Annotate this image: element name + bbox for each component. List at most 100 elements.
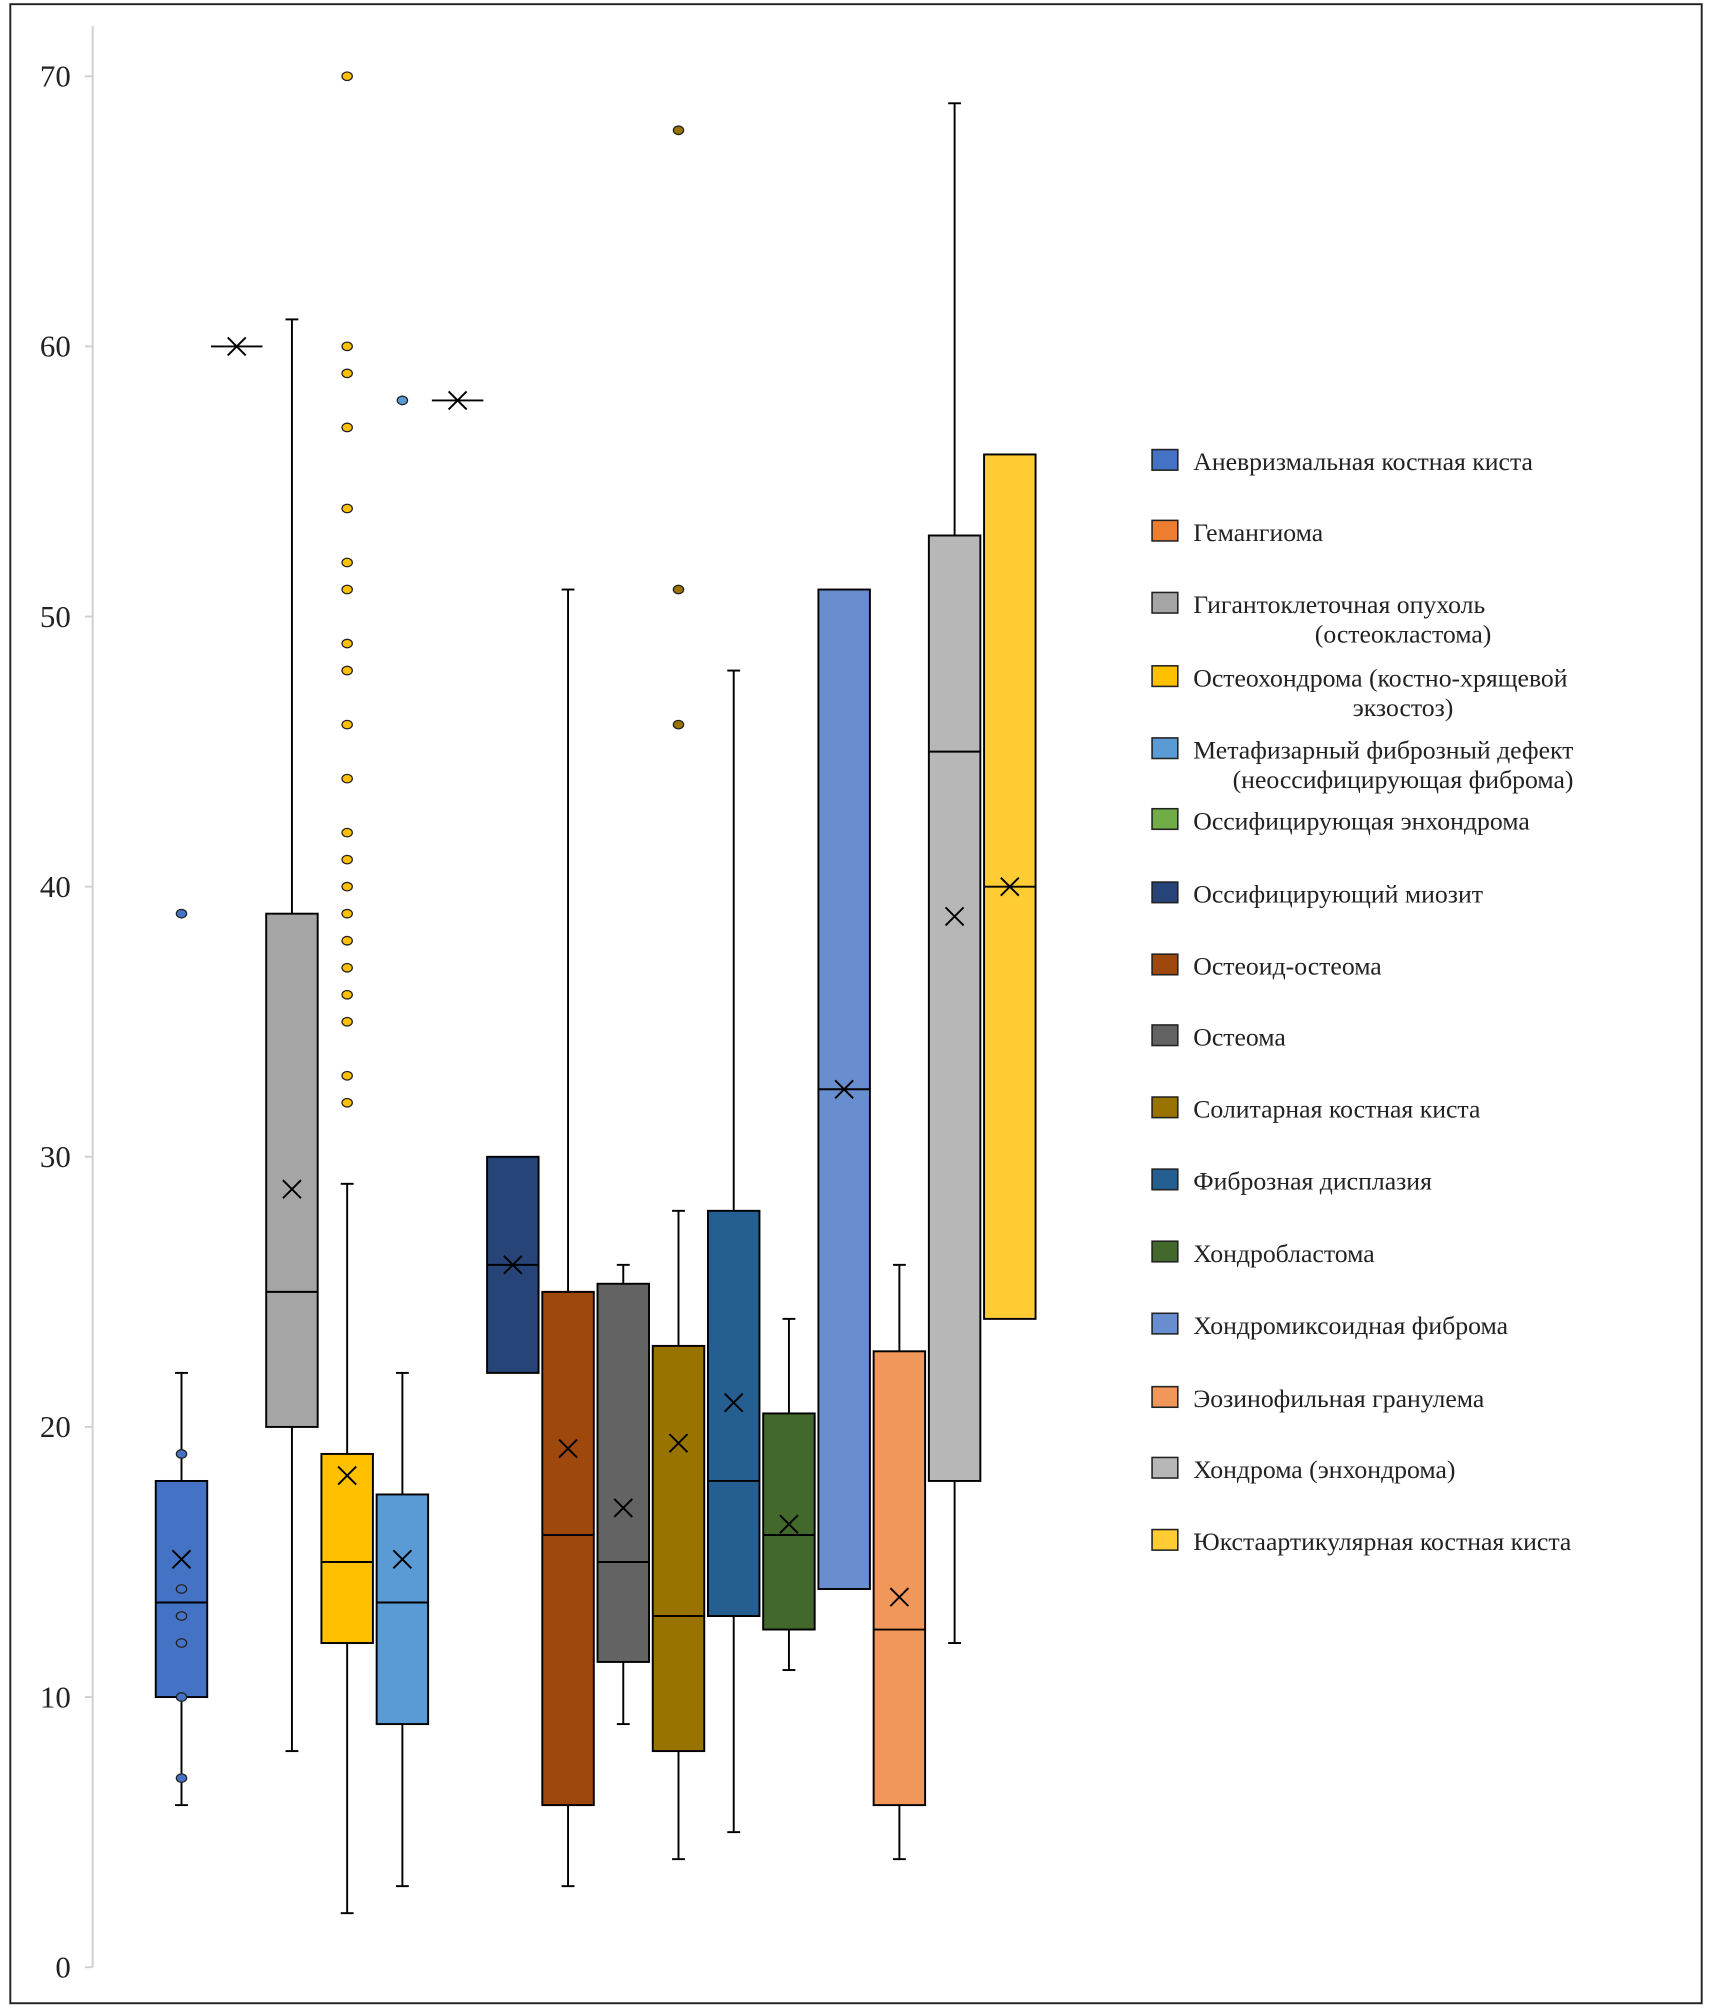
outlier-point — [341, 908, 353, 919]
outlier-point — [341, 503, 353, 514]
legend-item: Остеома — [1151, 1023, 1286, 1052]
outlier-point — [175, 1611, 188, 1621]
box-series — [707, 669, 761, 1834]
legend-swatch — [1151, 1168, 1179, 1191]
mean-marker — [613, 1498, 633, 1518]
mean-marker — [668, 1433, 689, 1453]
outlier-point — [341, 827, 353, 838]
mean-marker — [944, 906, 965, 927]
outlier-point — [341, 584, 353, 595]
outlier-point — [341, 422, 353, 433]
box-series — [154, 908, 209, 1807]
legend-swatch — [1151, 1096, 1179, 1119]
box-series — [927, 102, 982, 1645]
y-tick-label: 70 — [40, 59, 71, 94]
legend-label: (неоссифицирующая фиброма) — [1233, 765, 1574, 794]
outlier-point — [175, 1449, 188, 1459]
legend-item: Оссифицирующий миозит — [1151, 880, 1483, 909]
legend-label: Фиброзная дисплазия — [1193, 1167, 1432, 1196]
legend-label: Остеоид-остеома — [1193, 952, 1382, 981]
legend-label: Оссифицирующая энхондрома — [1193, 806, 1530, 835]
outlier-point — [341, 368, 353, 379]
y-tick-label: 40 — [40, 869, 71, 904]
box-series — [486, 1155, 540, 1374]
legend-label: Оссифицирующий миозит — [1193, 880, 1483, 909]
box-series — [210, 336, 263, 357]
legend-swatch — [1151, 665, 1179, 688]
legend-label: Гигантоклеточная опухоль — [1193, 590, 1485, 619]
legend-label: Аневризмальная костная киста — [1193, 447, 1533, 476]
outlier-point — [175, 1692, 188, 1702]
outlier-point — [341, 341, 353, 352]
legend: Аневризмальная костная киста Гемангиома Ги… — [1151, 447, 1574, 1556]
legend-item: Гигантоклеточная опухоль(остеокластома) — [1151, 590, 1492, 649]
legend-label: Солитарная костная киста — [1193, 1095, 1481, 1124]
box-iqr — [927, 534, 982, 1482]
y-tick-label: 0 — [55, 1949, 70, 1984]
outlier-point — [341, 989, 353, 1000]
legend-item: Метафизарный фиброзный дефект(неоссифици… — [1151, 735, 1574, 794]
outlier-point — [341, 854, 353, 865]
legend-swatch — [1151, 1312, 1179, 1335]
legend-swatch — [1151, 881, 1179, 904]
legend-item: Эозинофильная гранулема — [1151, 1384, 1485, 1413]
outlier-point — [396, 395, 409, 406]
legend-item: Остеоид-остеома — [1151, 952, 1382, 981]
outlier-point — [175, 1638, 188, 1648]
mean-marker — [227, 336, 247, 357]
mean-marker — [282, 1179, 302, 1199]
box-series — [265, 318, 319, 1753]
legend-swatch — [1151, 1024, 1179, 1047]
box-series — [651, 125, 706, 1861]
legend-label: Хондромиксоидная фиброма — [1193, 1311, 1508, 1340]
legend-label: Эозинофильная гранулема — [1193, 1384, 1485, 1413]
legend-item: Хондробластома — [1151, 1239, 1375, 1268]
outlier-point — [672, 719, 685, 730]
outlier-point — [341, 1097, 353, 1108]
legend-label: Остеома — [1193, 1023, 1286, 1052]
outlier-point — [341, 71, 353, 82]
legend-label: Юкстаартикулярная костная киста — [1193, 1527, 1572, 1556]
outlier-point — [341, 665, 353, 676]
legend-swatch — [1151, 953, 1179, 976]
box-series — [872, 1263, 927, 1861]
box-series — [762, 1317, 816, 1672]
mean-marker — [779, 1514, 799, 1534]
y-tick-label: 20 — [40, 1409, 71, 1444]
outlier-point — [175, 1773, 188, 1783]
legend-label: Хондробластома — [1193, 1239, 1375, 1268]
outlier-point — [341, 935, 353, 946]
mean-marker — [558, 1438, 578, 1459]
legend-swatch — [1151, 737, 1179, 760]
outlier-point — [672, 125, 685, 136]
box-iqr — [707, 1209, 761, 1617]
box-iqr — [265, 912, 319, 1428]
box-series — [983, 453, 1037, 1320]
y-tick-label: 60 — [40, 329, 71, 364]
box-series — [320, 71, 374, 1915]
box-iqr — [872, 1350, 927, 1807]
y-axis-ticks: 0 10 20 30 40 50 60 70 — [40, 59, 93, 1984]
mean-marker — [889, 1587, 910, 1607]
y-tick-label: 10 — [40, 1679, 71, 1714]
mean-marker — [503, 1255, 523, 1275]
legend-label: Остеохондрома (костно-хрящевой — [1193, 663, 1568, 692]
box-series — [375, 395, 430, 1888]
legend-item: Фиброзная дисплазия — [1151, 1167, 1432, 1196]
legend-item: Оссифицирующая энхондрома — [1151, 806, 1530, 835]
legend-label: (остеокластома) — [1315, 620, 1492, 649]
box-iqr — [320, 1452, 374, 1645]
box-series — [596, 1263, 650, 1726]
mean-marker — [1000, 876, 1020, 897]
mean-marker — [171, 1549, 192, 1569]
legend-swatch — [1151, 1528, 1179, 1551]
box-iqr — [651, 1344, 706, 1753]
outlier-point — [341, 638, 353, 649]
box-iqr — [596, 1282, 650, 1663]
outlier-point — [175, 908, 188, 919]
box-iqr — [762, 1412, 816, 1631]
legend-item: Юкстаартикулярная костная киста — [1151, 1527, 1572, 1556]
mean-marker — [392, 1549, 413, 1569]
